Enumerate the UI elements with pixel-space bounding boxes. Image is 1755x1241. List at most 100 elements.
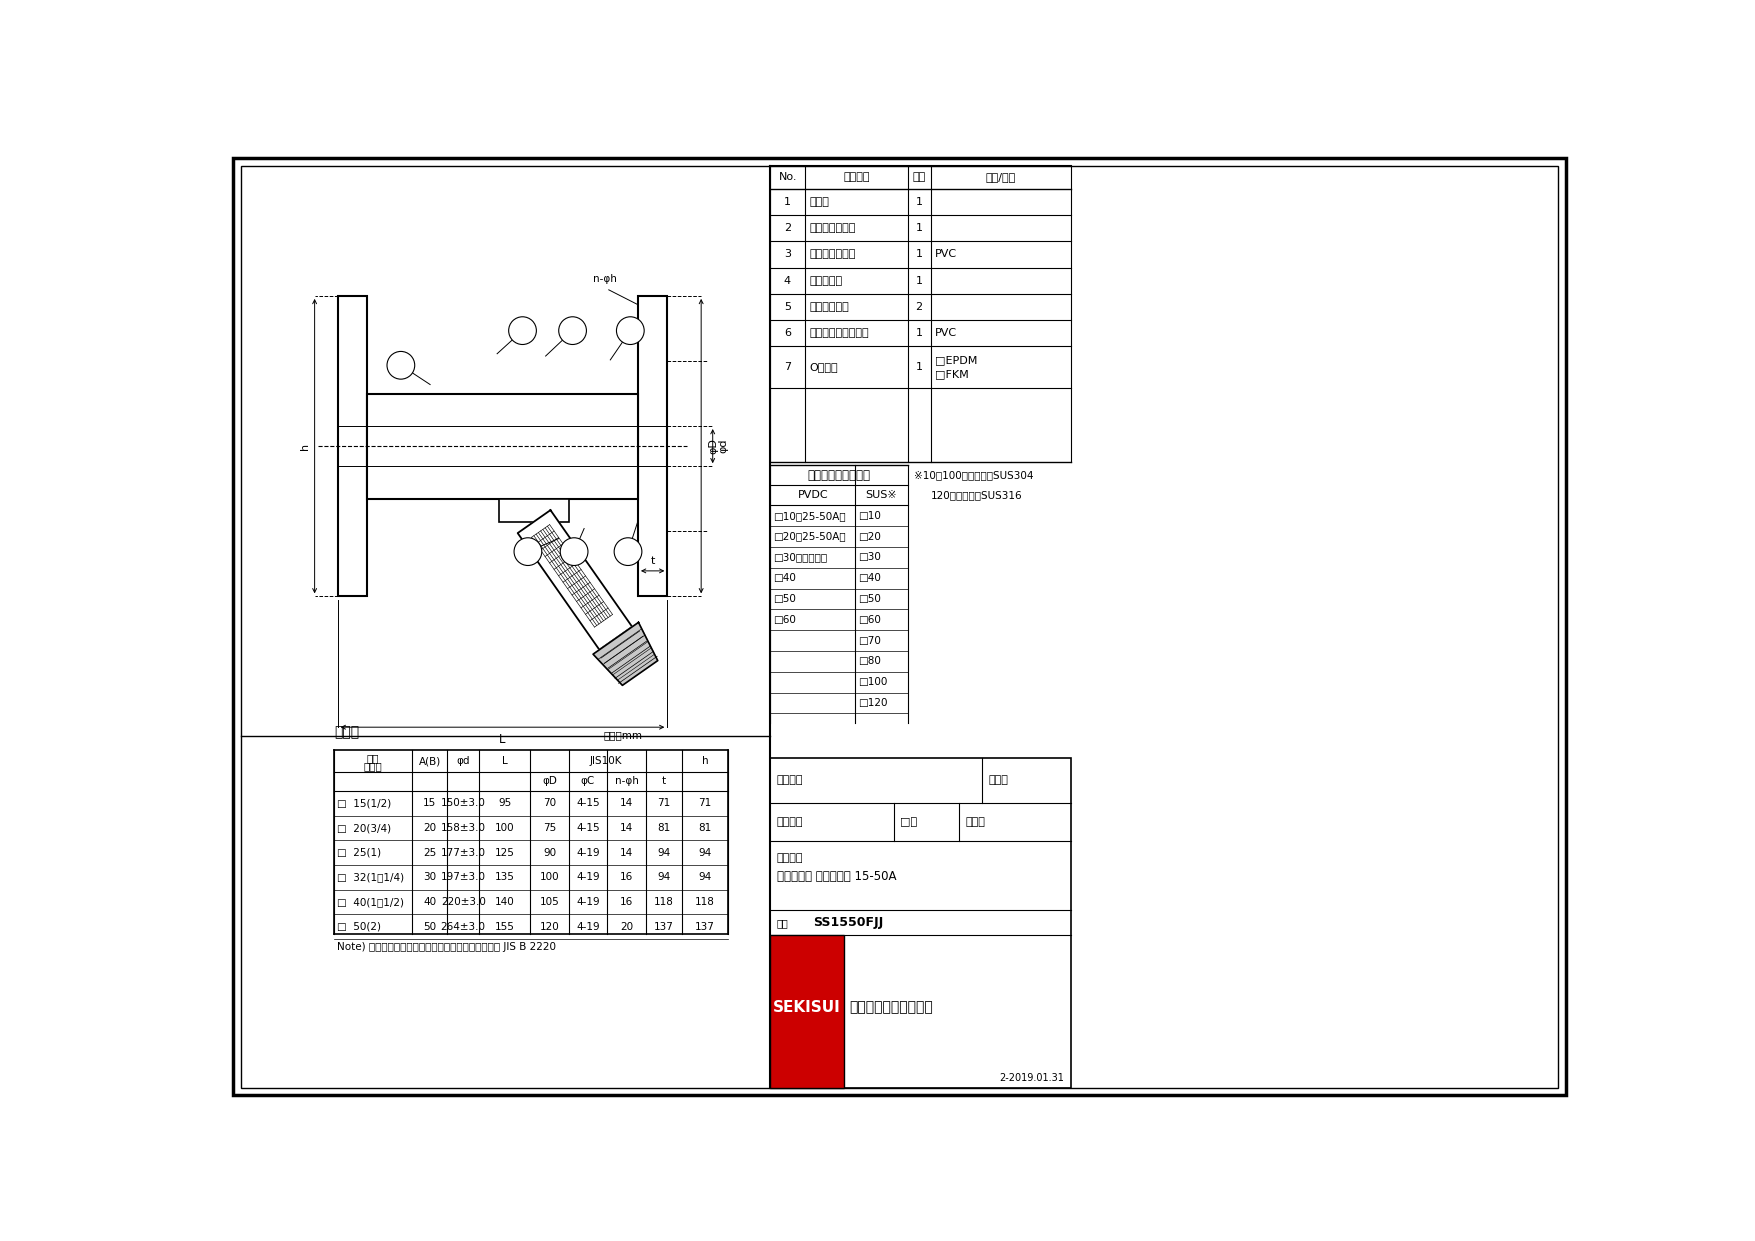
Text: 1: 1 [916,223,923,233]
Text: 16: 16 [620,872,634,882]
Text: 25: 25 [423,848,437,858]
Text: SS1550FJJ: SS1550FJJ [813,916,883,930]
Text: 2: 2 [784,223,792,233]
Text: 4: 4 [570,546,577,557]
Text: 137: 137 [655,922,674,932]
Text: 94: 94 [698,872,711,882]
Text: 137: 137 [695,922,714,932]
Text: PVC: PVC [935,249,958,259]
Text: □20（25-50A）: □20（25-50A） [774,531,846,541]
Text: 4-15: 4-15 [576,798,600,808]
Text: No.: No. [779,172,797,182]
Text: □10: □10 [858,511,881,521]
Text: 1: 1 [916,197,923,207]
Text: 1: 1 [916,276,923,285]
Text: 5: 5 [784,302,792,311]
Text: 1: 1 [397,360,404,370]
Text: □FKM: □FKM [935,370,969,380]
Bar [367,393,639,499]
Text: □  32(1・1/4): □ 32(1・1/4) [337,872,404,882]
Text: φd: φd [718,439,728,453]
Text: JIS10K: JIS10K [590,756,623,766]
Text: φC: φC [581,777,595,787]
Text: 指定: 指定 [367,753,379,763]
Text: □20: □20 [858,531,881,541]
Text: n-φh: n-φh [593,274,616,284]
Text: 118: 118 [695,897,714,907]
Text: 120メッシュ：SUS316: 120メッシュ：SUS316 [930,490,1021,500]
Text: 6: 6 [784,328,792,338]
Text: 140: 140 [495,897,514,907]
Text: 120: 120 [539,922,560,932]
Text: 1: 1 [916,362,923,372]
Text: Oリング: Oリング [809,362,839,372]
Text: 2: 2 [627,325,634,335]
Text: 7: 7 [784,362,792,372]
Text: 4-19: 4-19 [576,872,600,882]
Text: 3: 3 [784,249,792,259]
Text: 155: 155 [495,922,514,932]
Text: t: t [651,556,655,566]
Text: 2-2019.01.31: 2-2019.01.31 [1000,1073,1065,1083]
Text: 94: 94 [656,872,670,882]
Text: φD: φD [542,777,556,787]
Text: □10（25-50A）: □10（25-50A） [774,511,846,521]
Circle shape [614,537,642,566]
Text: サイズ: サイズ [363,762,383,772]
Text: SUS※: SUS※ [865,490,897,500]
Text: 4-19: 4-19 [576,897,600,907]
Circle shape [558,316,586,345]
Text: 95: 95 [498,798,511,808]
Text: 264±3.0: 264±3.0 [441,922,486,932]
Circle shape [616,316,644,345]
Text: 70: 70 [542,798,556,808]
Text: 図番: 図番 [777,918,788,928]
Text: 118: 118 [655,897,674,907]
Text: 洗浄処理: 洗浄処理 [777,817,804,827]
Text: 15: 15 [423,798,437,808]
Bar [337,297,367,596]
Text: 積水化学工業株式会社: 積水化学工業株式会社 [849,1000,934,1014]
Text: □60: □60 [774,614,797,624]
Text: A(B): A(B) [419,756,441,766]
Text: 4-15: 4-15 [576,823,600,833]
Text: 40: 40 [423,897,437,907]
Text: L: L [498,733,505,746]
Text: 94: 94 [656,848,670,858]
Text: 数量: 数量 [913,172,925,182]
Text: 4: 4 [784,276,792,285]
Text: 71: 71 [656,798,670,808]
Text: 部品名称: 部品名称 [842,172,869,182]
Text: □40: □40 [774,573,797,583]
Text: 220±3.0: 220±3.0 [441,897,486,907]
Circle shape [509,316,537,345]
Text: □  50(2): □ 50(2) [337,922,381,932]
Text: □70: □70 [858,635,881,645]
Bar [500,499,569,521]
Text: 材質/型式: 材質/型式 [986,172,1016,182]
Text: 177±3.0: 177±3.0 [441,848,486,858]
Text: 4-19: 4-19 [576,922,600,932]
Text: 94: 94 [698,848,711,858]
Text: エスロン: エスロン [777,853,804,862]
Text: □  20(3/4): □ 20(3/4) [337,823,391,833]
Text: 4-19: 4-19 [576,848,600,858]
Text: 14: 14 [620,823,634,833]
Text: フランジ受口: フランジ受口 [809,302,849,311]
Text: 158±3.0: 158±3.0 [441,823,486,833]
Text: スクリーン付ホルダ: スクリーン付ホルダ [809,328,869,338]
Text: □  15(1/2): □ 15(1/2) [337,798,391,808]
Text: 1: 1 [916,328,923,338]
Text: スクリーンメッシュ: スクリーンメッシュ [807,469,870,482]
Text: h: h [300,443,311,449]
Text: n-φh: n-φh [614,777,639,787]
Text: 3: 3 [525,546,532,557]
Text: 125: 125 [495,848,514,858]
Text: 6: 6 [519,325,526,335]
Text: □50: □50 [858,594,881,604]
Text: 135: 135 [495,872,514,882]
Text: h: h [702,756,709,766]
Text: 14: 14 [620,848,634,858]
Text: 81: 81 [656,823,670,833]
Circle shape [560,537,588,566]
